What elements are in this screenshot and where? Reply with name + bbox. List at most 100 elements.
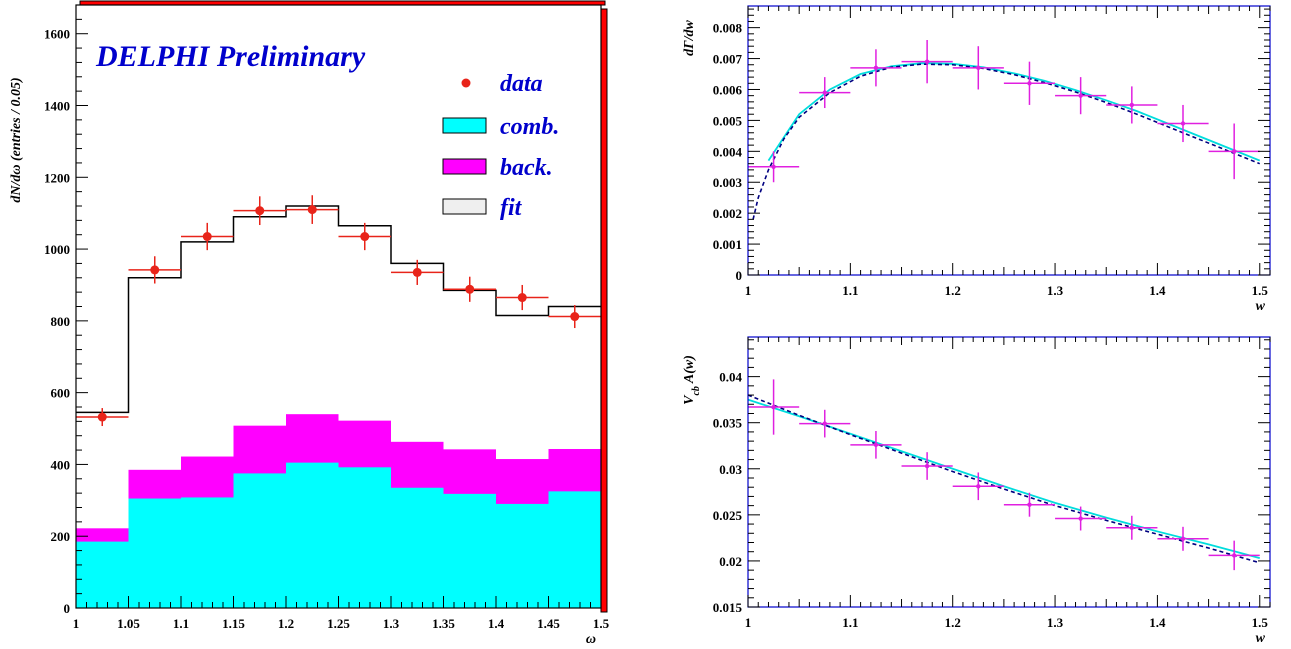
y-axis-title: Vcb A(w) (682, 355, 702, 405)
left-histogram-panel: 0 200 400 600 800 1000 1200 1400 1600 1 1.05 1.1 1.1… (9, 0, 610, 647)
x-tick-label: 1.35 (432, 616, 455, 631)
x-tick-label: 1.05 (117, 616, 140, 631)
comb-bar (391, 487, 444, 608)
plot-frame (747, 5, 1271, 276)
y-axis-title: dN/dω (entries / 0.05) (9, 77, 24, 202)
data-point (924, 463, 930, 469)
ylabel-subscript: cb (691, 386, 702, 395)
data-point (570, 312, 580, 322)
legend: data comb. back. fit (442, 71, 559, 221)
data-point (822, 90, 827, 95)
x-tick-label: 1.3 (1047, 615, 1064, 630)
comb-bar (496, 503, 549, 608)
x-tick-label: 1.2 (945, 283, 961, 298)
comb-bar (338, 467, 391, 608)
y-tick-label: 400 (51, 457, 71, 472)
data-point (873, 442, 879, 448)
y-tick-label: 0.006 (713, 82, 743, 97)
data-point (412, 267, 422, 277)
x-tick-label: 1.3 (383, 616, 400, 631)
data-point (1129, 102, 1135, 108)
data-point (150, 265, 160, 275)
x-axis-title: ω (586, 632, 596, 647)
data-point (1078, 516, 1083, 521)
legend-label-data: data (500, 71, 543, 97)
legend-label-back: back. (500, 155, 553, 181)
frame-shadow-right (600, 8, 608, 613)
x-tick-label: 1 (745, 283, 752, 298)
y-tick-label: 1600 (44, 27, 70, 42)
fit-curve (767, 62, 1261, 162)
data-point (255, 206, 265, 216)
y-tick-label: 0.035 (713, 416, 743, 431)
data-point (976, 65, 981, 71)
y-tick-label: 0.004 (713, 144, 743, 159)
y-tick-label: 1400 (44, 99, 70, 114)
x-tick-label: 1.1 (173, 616, 189, 631)
x-tick-label: 1.25 (327, 616, 350, 631)
data-point (1180, 536, 1186, 542)
legend-fit-swatch (442, 198, 487, 215)
legend-label-comb: comb. (500, 114, 559, 140)
x-tick-label: 1.1 (842, 283, 858, 298)
x-tick-label: 1.3 (1047, 283, 1064, 298)
y-tick-label: 1000 (44, 242, 70, 257)
ylabel-base: V (682, 394, 697, 405)
y-tick-label: 0.025 (713, 508, 743, 523)
comb-bar (548, 491, 601, 608)
y-tick-label: 0.001 (713, 237, 742, 252)
y-tick-label: 1200 (44, 170, 70, 185)
bottom-right-panel: 0.015 0.02 0.025 0.03 0.035 0.04 1 1.1 1.2 1.3 1.4… (682, 336, 1271, 646)
comb-bar (443, 493, 496, 608)
y-tick-label: 0.003 (713, 175, 743, 190)
data-point (360, 232, 370, 242)
x-tick-label: 1.5 (1252, 283, 1269, 298)
data-point (873, 65, 879, 71)
comb-bar (128, 498, 181, 608)
data-point (771, 404, 776, 410)
x-tick-label: 1.1 (842, 615, 858, 630)
data-point (307, 205, 317, 215)
x-tick-label: 1.15 (222, 616, 245, 631)
y-tick-label: 0.04 (719, 370, 742, 385)
top-right-panel: 0 0.001 0.002 0.003 0.004 0.005 0.006 0.007 0.00… (682, 5, 1271, 314)
data-point (1129, 525, 1135, 530)
data-point (1231, 149, 1237, 154)
data-point (1231, 553, 1237, 558)
y-tick-label: 0.02 (719, 554, 742, 569)
plot-frame (747, 336, 1271, 608)
x-tick-label: 1 (745, 615, 752, 630)
y-tick-label: 200 (51, 529, 71, 544)
ylabel-rest: A(w) (682, 355, 697, 386)
x-tick-label: 1.4 (1149, 283, 1166, 298)
legend-back-swatch (442, 158, 487, 175)
y-tick-label: 0.005 (713, 113, 743, 128)
x-axis-title: w (1256, 299, 1266, 314)
data-point (465, 284, 475, 294)
comb-bar (286, 462, 339, 608)
x-tick-label: 1.2 (945, 615, 961, 630)
data-point (976, 484, 981, 489)
data-point (1027, 502, 1032, 507)
comb-bar (181, 497, 234, 608)
x-axis-title: w (1256, 631, 1266, 646)
chart-title: DELPHI Preliminary (95, 40, 366, 73)
y-tick-label: 600 (51, 386, 71, 401)
x-tick-label: 1.4 (1149, 615, 1166, 630)
data-point (1027, 81, 1032, 86)
legend-data-marker (461, 78, 471, 88)
data-point (771, 164, 776, 169)
data-point (924, 59, 930, 64)
comb-bar (233, 473, 286, 608)
y-tick-label: 800 (51, 314, 71, 329)
data-point (1078, 93, 1083, 98)
x-tick-label: 1.5 (1252, 615, 1269, 630)
data-point (202, 232, 212, 242)
y-tick-label: 0.015 (713, 600, 743, 615)
legend-comb-swatch (442, 117, 487, 134)
data-point (517, 293, 527, 303)
data-point (1180, 121, 1186, 126)
comb-bar (76, 541, 129, 608)
x-tick-label: 1.2 (278, 616, 294, 631)
